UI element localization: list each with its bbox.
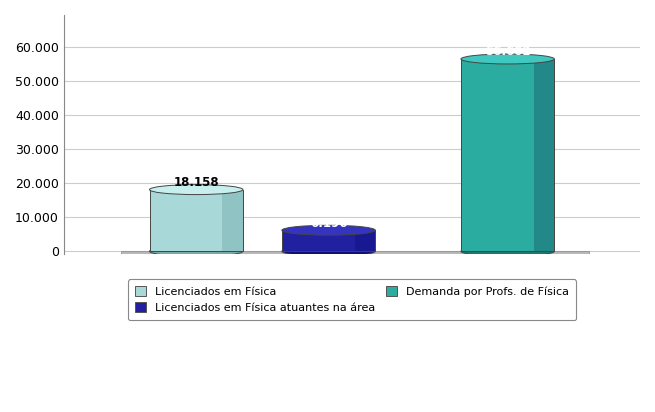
Ellipse shape bbox=[282, 246, 375, 256]
Polygon shape bbox=[461, 59, 554, 251]
Polygon shape bbox=[121, 251, 589, 254]
Ellipse shape bbox=[149, 246, 243, 256]
Text: 6.196: 6.196 bbox=[310, 217, 347, 230]
Ellipse shape bbox=[149, 185, 243, 194]
Polygon shape bbox=[282, 230, 375, 251]
Text: 18.158: 18.158 bbox=[174, 176, 219, 189]
Polygon shape bbox=[355, 230, 375, 251]
Polygon shape bbox=[149, 190, 243, 251]
Ellipse shape bbox=[461, 54, 554, 64]
Text: 56.602: 56.602 bbox=[485, 45, 531, 59]
Ellipse shape bbox=[282, 225, 375, 235]
Ellipse shape bbox=[461, 246, 554, 256]
Polygon shape bbox=[223, 190, 243, 251]
Polygon shape bbox=[534, 59, 554, 251]
Legend: Licenciados em Física, Licenciados em Física atuantes na área, Demanda por Profs: Licenciados em Física, Licenciados em Fí… bbox=[128, 279, 576, 320]
